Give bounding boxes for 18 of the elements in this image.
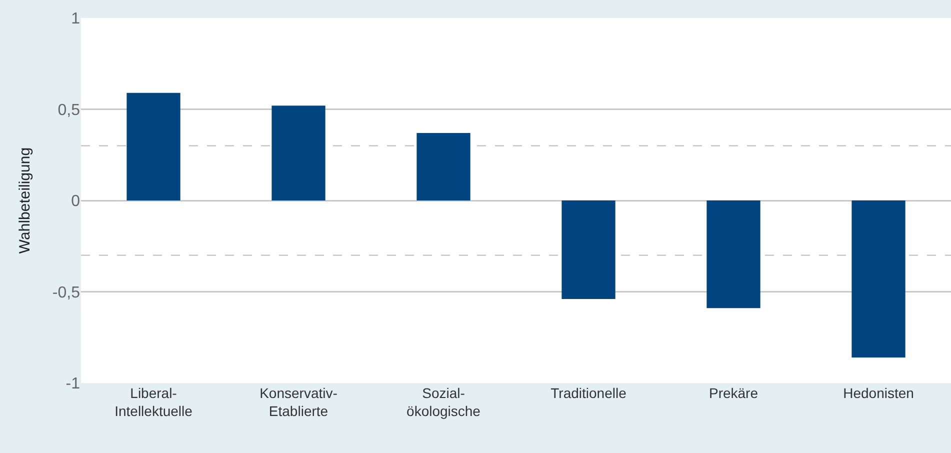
y-tick-label: -0,5 xyxy=(52,284,80,302)
y-tick-label: 0 xyxy=(71,193,80,210)
x-tick-label: Traditionelle xyxy=(550,385,627,401)
bar xyxy=(126,92,180,200)
y-tick-label: 0,5 xyxy=(58,102,80,119)
bar xyxy=(562,200,616,300)
bar xyxy=(272,106,326,200)
x-tick-label: Konservativ-Etablierte xyxy=(260,385,338,420)
x-tick-label: Prekäre xyxy=(708,385,758,401)
bar xyxy=(416,132,470,200)
y-axis-title: Wahlbeteiligung xyxy=(16,147,34,254)
y-tick-label: -1 xyxy=(66,376,80,393)
y-tick-label: 1 xyxy=(71,10,80,28)
bar xyxy=(706,200,760,308)
x-tick-label: Hedonisten xyxy=(843,385,914,401)
x-tick-label: Sozial-ökologische xyxy=(406,385,481,420)
x-tick-label: Liberal-Intellektuelle xyxy=(114,385,193,420)
bar xyxy=(852,200,906,358)
